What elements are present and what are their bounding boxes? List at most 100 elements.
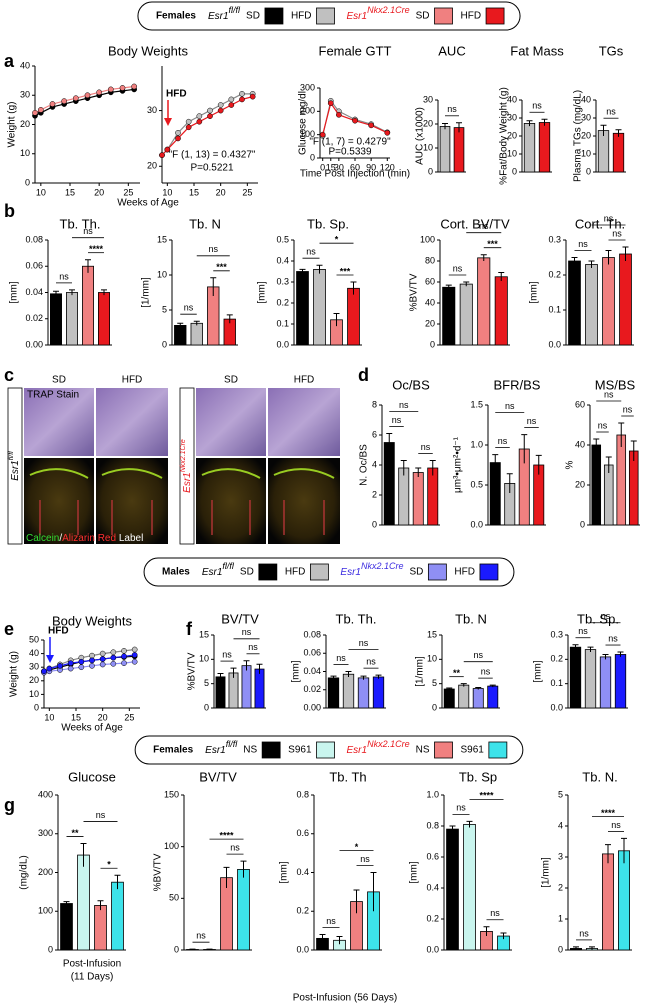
comparison-label: ns	[604, 213, 614, 223]
legend-swatch	[434, 7, 453, 25]
y-tick-label: 15	[199, 629, 209, 639]
bar	[439, 126, 451, 173]
x-tick-label: 30	[334, 162, 344, 172]
comparison-label: ns	[242, 627, 252, 637]
error-bar	[445, 284, 452, 290]
y-tick-label: 100	[38, 906, 53, 916]
comparison-label: ns	[490, 908, 500, 918]
legend-swatch	[316, 7, 335, 25]
y-tick-label: 15	[427, 629, 437, 639]
comparison-label: ns	[578, 626, 588, 636]
series-point	[185, 124, 192, 131]
comparison-label: ns	[611, 820, 621, 830]
bar	[459, 283, 473, 346]
y-tick-label: 0.4	[296, 867, 309, 877]
y-tick-label: 0.2	[426, 913, 439, 923]
y-tick-label: 300	[300, 82, 315, 92]
chart-title: BFR/BS	[494, 377, 541, 392]
y-tick-label: 0.2	[550, 654, 563, 664]
error-bar	[177, 322, 184, 328]
legend-group: Females	[153, 745, 193, 756]
error-bar	[630, 440, 637, 461]
bar	[494, 276, 508, 346]
error-bar	[541, 118, 548, 126]
error-bar	[240, 860, 247, 878]
gene: Esr1	[10, 460, 21, 481]
series-point	[72, 95, 79, 102]
y-tick-label: 2	[372, 489, 377, 499]
comparison-label: ns	[421, 442, 431, 452]
error-bar	[243, 660, 250, 671]
comparison-label: ***	[340, 266, 351, 276]
comparison-label: *	[335, 235, 339, 245]
y-tick-label: 50	[29, 634, 39, 644]
comparison-label: ns	[230, 843, 240, 853]
x-axis-label: Weeks of Age	[61, 723, 123, 734]
y-tick-label: 0.02	[25, 313, 43, 323]
error-bar	[189, 948, 196, 950]
column-label: SD	[224, 375, 238, 386]
legend-swatch	[488, 741, 508, 759]
error-bar	[466, 820, 473, 828]
stain-part: Alizarin Red	[62, 533, 116, 544]
y-tick-label: 30	[29, 662, 39, 672]
panel-letter: g	[4, 795, 15, 815]
y-tick-label: 1	[558, 913, 563, 923]
series-point	[368, 122, 375, 129]
genotype-frame	[179, 387, 195, 545]
series-point	[217, 107, 224, 114]
legend-genotype: Esr1fl/fl	[205, 739, 238, 755]
annotation-arrowhead	[46, 655, 54, 663]
bar	[612, 132, 625, 173]
series-point	[121, 648, 127, 654]
y-tick-label: 0.3	[550, 629, 563, 639]
y-tick-label: 0	[558, 944, 563, 954]
x-tick-label: 25	[242, 187, 252, 197]
y-tick-label: 100	[164, 841, 179, 851]
y-tick-label: 40	[581, 94, 591, 104]
comparison-label: ns	[453, 263, 463, 273]
chart-title: Tb. N	[189, 216, 221, 231]
y-tick-label: 0.0	[296, 944, 309, 954]
comparison-label: ns	[532, 101, 542, 111]
y-tick-label: 0.00	[303, 702, 321, 712]
bar	[94, 905, 107, 951]
bar	[458, 684, 470, 709]
chart-title: Female GTT	[319, 43, 392, 58]
error-bar	[223, 866, 230, 888]
y-tick-label: 5	[432, 678, 437, 688]
comparison-label: *	[107, 860, 111, 870]
y-tick-label: 0.04	[25, 287, 43, 297]
series-point	[119, 85, 126, 91]
allele: Nkx2.1Cre	[361, 561, 404, 571]
y-tick-label: 0.8	[296, 789, 309, 799]
y-tick-label: 0.5	[470, 479, 483, 489]
y-tick-label: 10	[507, 148, 517, 158]
y-tick-label: 0	[48, 944, 53, 954]
error-bar	[615, 129, 622, 137]
comparison-label: ns	[608, 633, 618, 643]
bar	[446, 828, 459, 951]
comparison-label: **	[71, 828, 79, 838]
y-tick-label: 4	[372, 459, 377, 469]
y-tick-label: 0.06	[303, 648, 321, 658]
panel-letter: d	[358, 365, 369, 385]
chart-title: Body Weights	[52, 613, 132, 628]
bar	[597, 130, 610, 173]
chart-title: Cort. Th.	[575, 216, 625, 231]
bar	[372, 676, 385, 709]
y-tick-label: 0.5	[276, 234, 289, 244]
y-tick-label: 2	[558, 882, 563, 892]
x-axis-label: Time Post Injection (min)	[300, 169, 410, 180]
legend-box	[143, 557, 515, 587]
x-tick-label: 25	[123, 187, 133, 197]
error-bar	[480, 254, 487, 261]
chart-title: Tb. Th	[329, 769, 366, 784]
series-point	[131, 646, 138, 653]
gene: Esr1	[340, 567, 361, 578]
comparison-label: ns	[306, 247, 316, 257]
allele: Nkx2.1Cre	[367, 739, 410, 749]
error-bar	[330, 675, 337, 680]
error-bar	[299, 268, 306, 274]
y-tick-label: 0	[586, 166, 591, 176]
